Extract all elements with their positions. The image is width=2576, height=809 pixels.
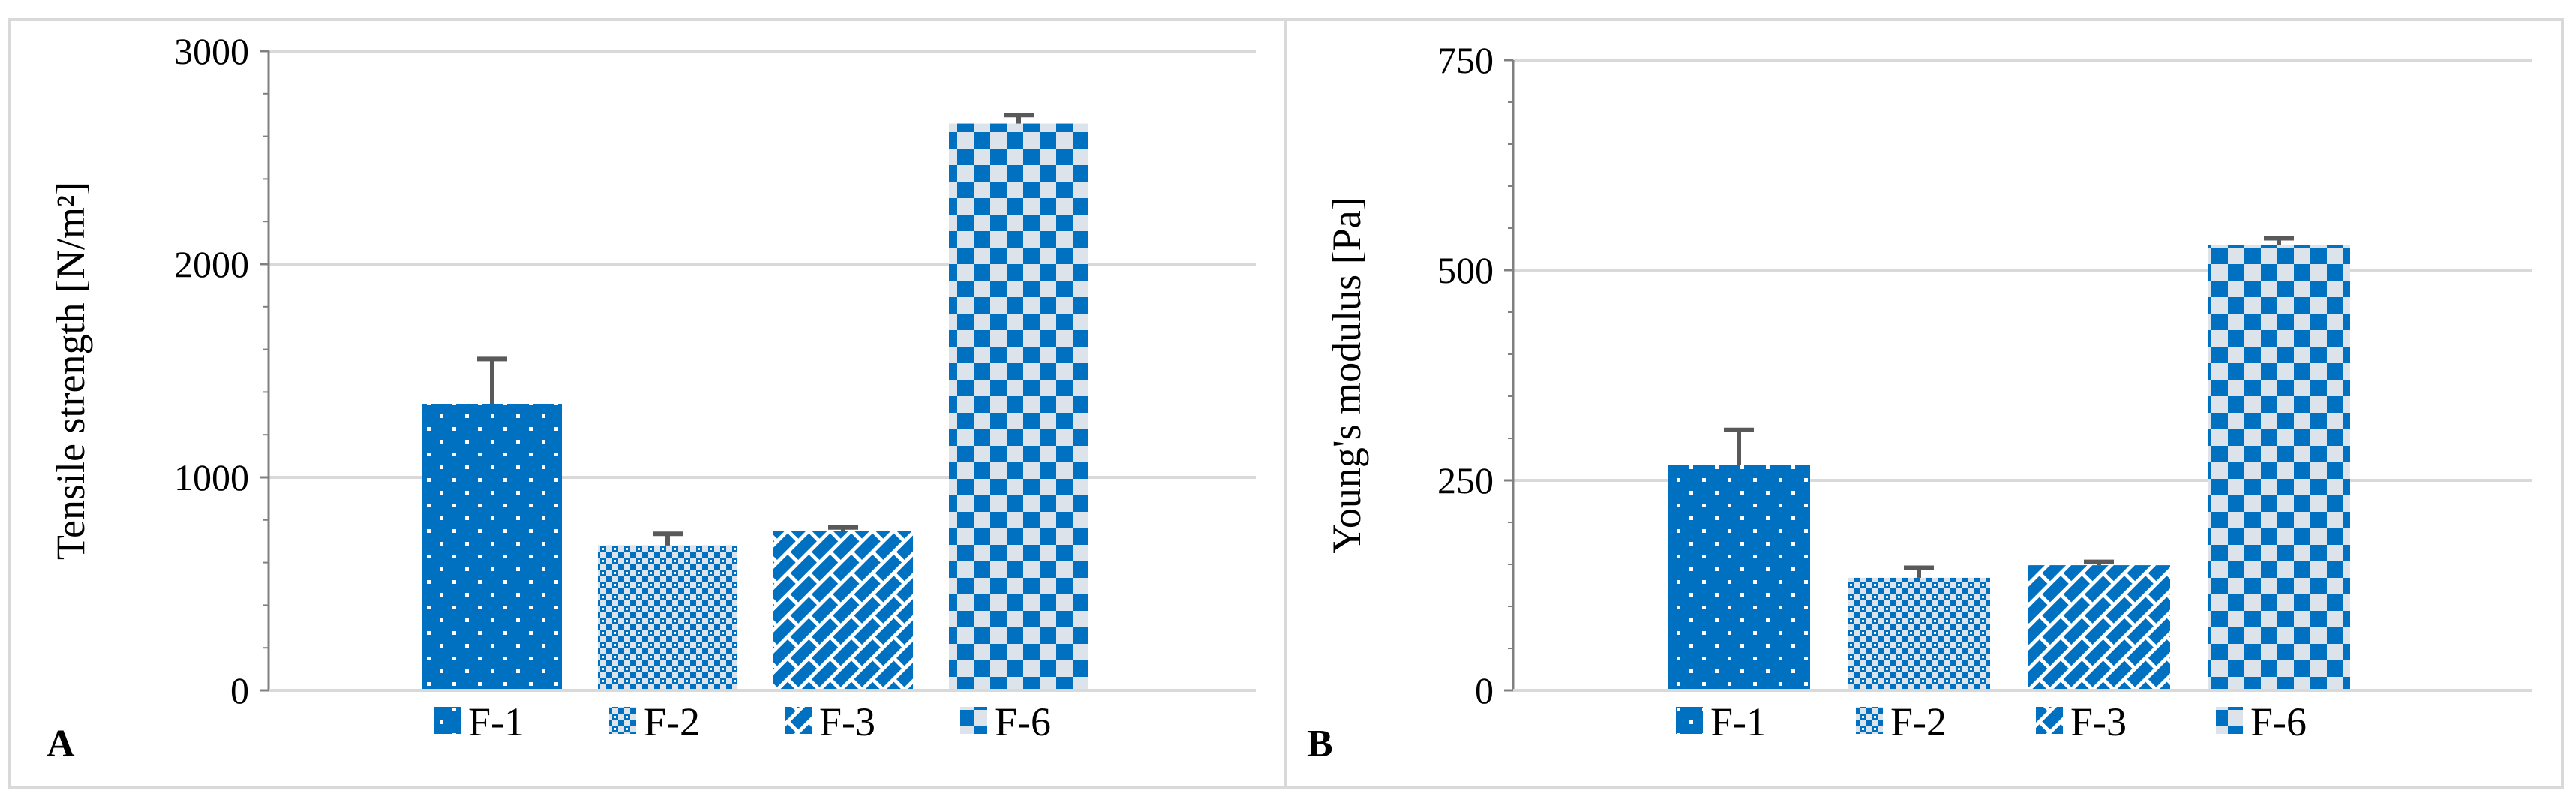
legend-label: F-2 (1890, 699, 1947, 744)
y-tick-label: 2000 (174, 243, 249, 285)
bar-f-1 (422, 404, 562, 690)
legend-swatch-f-2 (1856, 707, 1883, 734)
legend-label: F-1 (468, 699, 524, 744)
legend-label: F-2 (644, 699, 700, 744)
bar-f-1 (1668, 465, 1810, 690)
legend-swatch-f-1 (434, 707, 461, 734)
legend-label: F-3 (2070, 699, 2127, 744)
legend-label: F-6 (2250, 699, 2307, 744)
y-axis-title: Young's modulus [Pa] (1324, 197, 1369, 553)
bar-f-6 (949, 123, 1088, 690)
bar-f-2 (598, 545, 737, 690)
y-tick-label: 750 (1437, 39, 1494, 81)
legend-swatch-f-2 (609, 707, 636, 734)
legend-swatch-f-3 (785, 707, 812, 734)
legend-swatch-f-6 (960, 707, 987, 734)
y-tick-label: 1000 (174, 456, 249, 498)
panel-letter: A (47, 723, 75, 765)
legend-label: F-6 (995, 699, 1051, 744)
legend-label: F-3 (819, 699, 875, 744)
y-tick-label: 500 (1437, 249, 1494, 291)
bar-f-2 (1848, 577, 1990, 690)
y-tick-label: 3000 (174, 30, 249, 72)
legend-swatch-f-1 (1676, 707, 1703, 734)
bar-f-3 (773, 531, 913, 690)
legend-label: F-1 (1710, 699, 1767, 744)
y-tick-label: 250 (1437, 459, 1494, 501)
bar-f-6 (2208, 245, 2350, 690)
y-axis-title: Tensile strength [N/m²] (48, 182, 93, 560)
legend-swatch-f-3 (2036, 707, 2063, 734)
legend-swatch-f-6 (2216, 707, 2243, 734)
panel-letter: B (1307, 723, 1333, 765)
bar-f-3 (2028, 565, 2170, 690)
y-tick-label: 0 (1475, 669, 1494, 711)
y-tick-label: 0 (230, 669, 249, 711)
